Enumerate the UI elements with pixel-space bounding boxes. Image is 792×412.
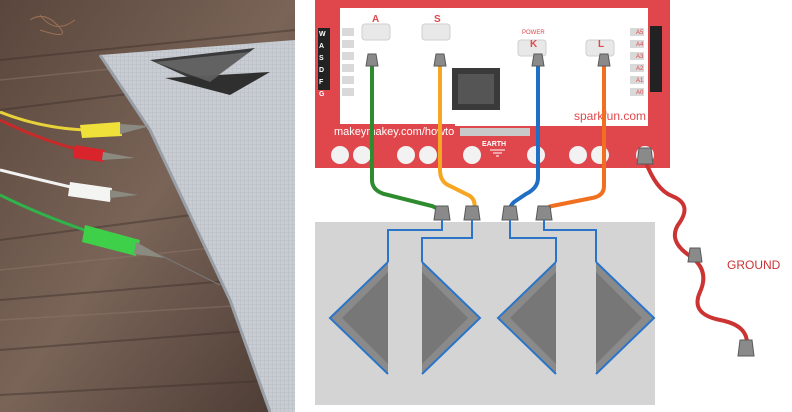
- red-clip: [73, 145, 135, 162]
- left-header-g: G: [319, 91, 325, 98]
- left-header: [318, 28, 330, 90]
- key-label-k: K: [530, 39, 538, 50]
- yellow-wire: [0, 110, 86, 132]
- sparkfun-logo: sparkfun.com: [574, 109, 646, 123]
- key-label-a: A: [372, 14, 379, 25]
- right-header-a5: A5: [636, 30, 644, 36]
- board-url: makeymakey.com/howto: [334, 126, 454, 138]
- right-header: [650, 26, 662, 92]
- white-clip: [68, 182, 138, 202]
- triangle-pad-a: [328, 261, 389, 375]
- left-header-f: F: [319, 79, 324, 86]
- triangle-pad-l: [595, 261, 656, 375]
- alligator-clips: [433, 147, 755, 357]
- cardboard-sheet: [100, 40, 295, 412]
- earth-label: EARTH: [482, 141, 506, 148]
- red-wire: [0, 118, 81, 152]
- white-wire: [0, 168, 76, 190]
- key-label-s: S: [434, 14, 441, 25]
- alligator-clips-photo: [0, 0, 295, 412]
- green-wire: [0, 193, 91, 234]
- yellow-clip: [80, 122, 150, 138]
- ground-symbol: [490, 149, 505, 157]
- wiring-diagram: A S K L POWER W A S D F G A5 A4 A3 A2 A1…: [315, 0, 781, 405]
- pad-traces: [387, 220, 597, 262]
- right-header-a0: A0: [636, 90, 644, 96]
- right-header-a2: A2: [636, 66, 644, 72]
- right-header-a3: A3: [636, 54, 644, 60]
- left-header-s: S: [319, 55, 324, 62]
- foil-pad: [165, 72, 270, 95]
- green-clip: [82, 225, 165, 258]
- key-label-l: L: [598, 39, 604, 50]
- triangle-pad-s: [421, 261, 482, 375]
- right-header-a1: A1: [636, 78, 644, 84]
- left-header-w: W: [319, 31, 326, 38]
- power-label: POWER: [522, 30, 545, 36]
- ground-label: GROUND: [727, 258, 781, 272]
- left-header-a: A: [319, 43, 324, 50]
- right-header-a4: A4: [636, 42, 644, 48]
- left-header-d: D: [319, 67, 324, 74]
- makey-makey-board: A S K L POWER W A S D F G A5 A4 A3 A2 A1…: [315, 0, 670, 168]
- triangle-pad-k: [496, 261, 557, 375]
